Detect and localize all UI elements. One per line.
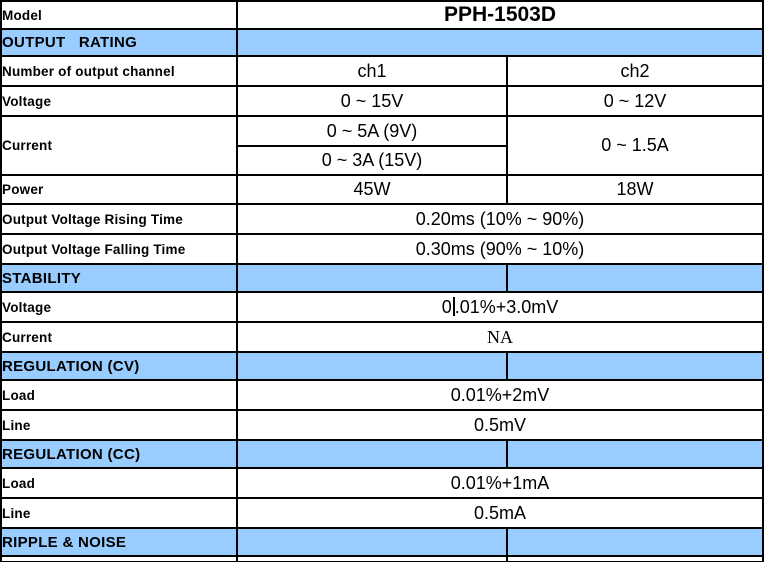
- row-clipped-bottom: [0, 555, 764, 562]
- section-stability-fill-ch1: [236, 263, 508, 293]
- text-caret: [452, 296, 455, 316]
- section-regulation-cc: REGULATION (CC): [0, 439, 764, 469]
- stability-current-label: Current: [0, 321, 238, 353]
- section-ripple-noise-fill-ch2: [506, 527, 764, 557]
- falling-time-value-cell: 0.30ms (90% ~ 10%): [236, 233, 764, 265]
- section-output-rating-title: OUTPUT RATING: [0, 28, 238, 57]
- cv-load-label: Load: [0, 379, 238, 411]
- model-value: PPH-1503D: [236, 0, 764, 30]
- section-regulation-cv-fill-ch2: [506, 351, 764, 381]
- stability-voltage-label: Voltage: [0, 291, 238, 323]
- section-regulation-cv: REGULATION (CV): [0, 351, 764, 381]
- row-power: Power 45W 18W: [0, 174, 764, 205]
- row-stability-voltage: Voltage 0.01%+3.0mV: [0, 291, 764, 323]
- cc-load-label: Load: [0, 467, 238, 499]
- row-stability-current: Current NA: [0, 321, 764, 353]
- row-voltage: Voltage 0 ~ 15V 0 ~ 12V: [0, 85, 764, 117]
- row-falling-time: Output Voltage Falling Time 0.30ms (90% …: [0, 233, 764, 265]
- channels-label: Number of output channel: [0, 55, 238, 87]
- stability-voltage-value-post: .01%+3.0mV: [454, 296, 559, 317]
- section-stability-fill-ch2: [506, 263, 764, 293]
- section-regulation-cc-title: REGULATION (CC): [0, 439, 238, 469]
- section-regulation-cc-fill-ch1: [236, 439, 508, 469]
- cv-line-label: Line: [0, 409, 238, 441]
- model-label: Model: [0, 0, 238, 30]
- row-cc-line: Line 0.5mA: [0, 497, 764, 529]
- row-rising-time: Output Voltage Rising Time 0.20ms (10% ~…: [0, 203, 764, 235]
- row-model: Model PPH-1503D: [0, 0, 764, 30]
- section-ripple-noise-fill-ch1: [236, 527, 508, 557]
- row-cc-load: Load 0.01%+1mA: [0, 467, 764, 499]
- current-ch2-cell: 0 ~ 1.5A: [506, 115, 764, 176]
- clipped-ch2-cell: [506, 555, 764, 562]
- stability-voltage-value-cell[interactable]: 0.01%+3.0mV: [236, 291, 764, 323]
- power-ch1-cell: 45W: [236, 174, 508, 205]
- current-ch1-9v-cell: 0 ~ 5A (9V): [236, 115, 508, 147]
- rising-time-value-cell: 0.20ms (10% ~ 90%): [236, 203, 764, 235]
- cc-load-value-cell: 0.01%+1mA: [236, 467, 764, 499]
- cc-line-value-cell: 0.5mA: [236, 497, 764, 529]
- cv-line-value-cell: 0.5mV: [236, 409, 764, 441]
- row-current-upper: Current 0 ~ 5A (9V) 0 ~ 1.5A: [0, 115, 764, 176]
- current-label: Current: [0, 115, 238, 176]
- channels-ch1-cell: ch1: [236, 55, 508, 87]
- row-cv-load: Load 0.01%+2mV: [0, 379, 764, 411]
- voltage-ch2-cell: 0 ~ 12V: [506, 85, 764, 117]
- section-regulation-cc-fill-ch2: [506, 439, 764, 469]
- row-channels: Number of output channel ch1 ch2: [0, 55, 764, 87]
- power-label: Power: [0, 174, 238, 205]
- voltage-ch1-cell: 0 ~ 15V: [236, 85, 508, 117]
- clipped-label-cell: [0, 555, 238, 562]
- clipped-ch1-cell: [236, 555, 508, 562]
- section-output-rating-fill: [236, 28, 764, 57]
- falling-time-label: Output Voltage Falling Time: [0, 233, 238, 265]
- row-current-lower: 0 ~ 3A (15V): [1, 145, 763, 176]
- section-regulation-cv-fill-ch1: [236, 351, 508, 381]
- cv-load-value-cell: 0.01%+2mV: [236, 379, 764, 411]
- cc-line-label: Line: [0, 497, 238, 529]
- section-ripple-noise-title: RIPPLE & NOISE: [0, 527, 238, 557]
- voltage-label: Voltage: [0, 85, 238, 117]
- section-output-rating: OUTPUT RATING: [0, 28, 764, 57]
- section-stability: STABILITY: [0, 263, 764, 293]
- channels-ch2-cell: ch2: [506, 55, 764, 87]
- section-stability-title: STABILITY: [0, 263, 238, 293]
- stability-voltage-value-pre: 0: [441, 296, 452, 317]
- section-ripple-noise: RIPPLE & NOISE: [0, 527, 764, 557]
- row-cv-line: Line 0.5mV: [0, 409, 764, 441]
- power-ch2-cell: 18W: [506, 174, 764, 205]
- current-ch1-15v-cell: 0 ~ 3A (15V): [236, 145, 508, 176]
- rising-time-label: Output Voltage Rising Time: [0, 203, 238, 235]
- section-regulation-cv-title: REGULATION (CV): [0, 351, 238, 381]
- stability-current-value-cell: NA: [236, 321, 764, 353]
